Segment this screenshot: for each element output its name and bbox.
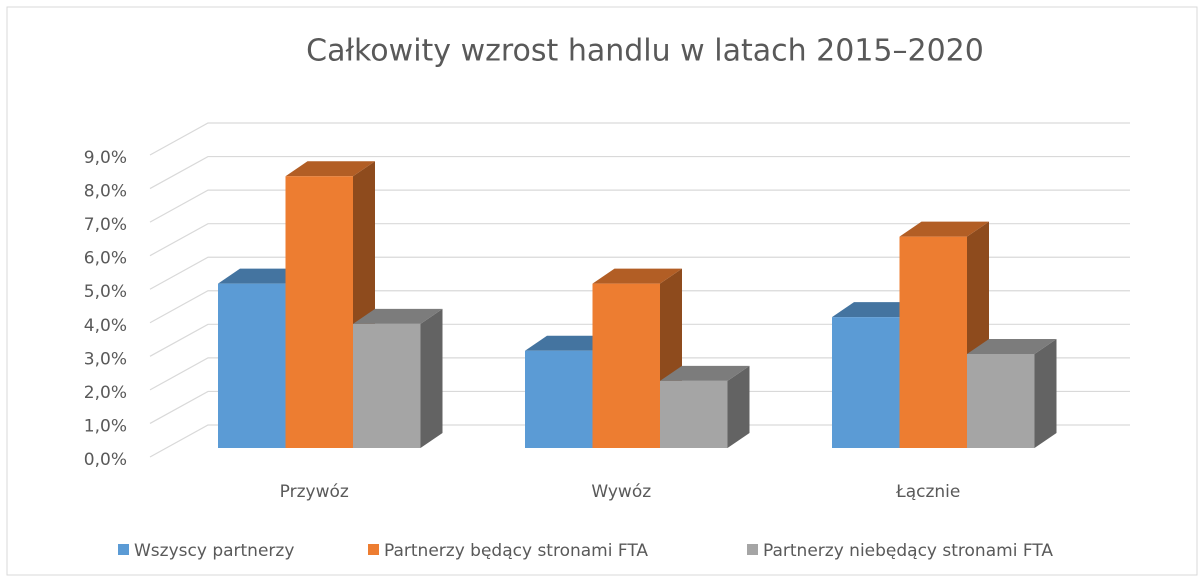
y-tick-label: 9,0% bbox=[84, 148, 127, 168]
y-tick-label: 0,0% bbox=[84, 450, 127, 470]
grid-line bbox=[149, 122, 1130, 156]
legend-swatch bbox=[368, 544, 379, 555]
bar-front bbox=[592, 283, 660, 448]
bar-side bbox=[420, 308, 443, 448]
bar-front bbox=[967, 354, 1035, 448]
grid-line bbox=[149, 155, 1130, 190]
bar-side bbox=[1034, 339, 1057, 448]
y-tick-label: 5,0% bbox=[84, 282, 127, 302]
bar-top bbox=[967, 339, 1057, 355]
legend-label: Partnerzy niebędący stronami FTA bbox=[763, 541, 1053, 561]
grid-line bbox=[149, 323, 1130, 357]
x-tick-label: Wywóz bbox=[591, 482, 651, 502]
bar-top bbox=[218, 268, 308, 284]
bar-top bbox=[899, 221, 989, 237]
grid-line bbox=[149, 357, 1130, 391]
legend-label: Wszyscy partnerzy bbox=[134, 541, 294, 561]
y-tick-label: 7,0% bbox=[84, 215, 127, 235]
bar bbox=[967, 339, 1057, 448]
y-tick-label: 2,0% bbox=[84, 383, 127, 403]
legend-label: Partnerzy będący stronami FTA bbox=[384, 541, 648, 561]
bar-top bbox=[832, 302, 922, 318]
grid-line bbox=[149, 290, 1130, 324]
legend-swatch bbox=[118, 544, 129, 555]
bar-front bbox=[218, 283, 286, 448]
grid-line bbox=[149, 189, 1130, 223]
grid-line bbox=[149, 424, 1130, 458]
bar-front bbox=[285, 176, 353, 448]
bar-top bbox=[285, 161, 375, 177]
bar bbox=[660, 365, 750, 448]
y-tick-label: 6,0% bbox=[84, 249, 127, 269]
grid-line bbox=[149, 223, 1130, 257]
bar-side bbox=[727, 365, 750, 448]
grid-line bbox=[149, 390, 1130, 424]
legend-swatch bbox=[747, 544, 758, 555]
bar-top bbox=[525, 335, 615, 351]
bar-top bbox=[353, 308, 443, 324]
bar-front bbox=[353, 323, 421, 448]
bar-top bbox=[660, 365, 750, 381]
y-tick-label: 4,0% bbox=[84, 316, 127, 336]
x-tick-label: Przywóz bbox=[280, 482, 349, 502]
y-tick-label: 8,0% bbox=[84, 182, 127, 202]
bar-top bbox=[592, 268, 682, 284]
bar-front bbox=[832, 317, 900, 448]
bar-front bbox=[660, 380, 728, 448]
grid-line bbox=[149, 256, 1130, 290]
bar-front bbox=[899, 236, 967, 448]
y-tick-label: 1,0% bbox=[84, 416, 127, 436]
bar-front bbox=[525, 350, 593, 448]
x-tick-label: Łącznie bbox=[895, 482, 960, 502]
chart-title: Całkowity wzrost handlu w latach 2015–20… bbox=[306, 34, 984, 69]
y-tick-label: 3,0% bbox=[84, 349, 127, 369]
bar bbox=[353, 308, 443, 448]
